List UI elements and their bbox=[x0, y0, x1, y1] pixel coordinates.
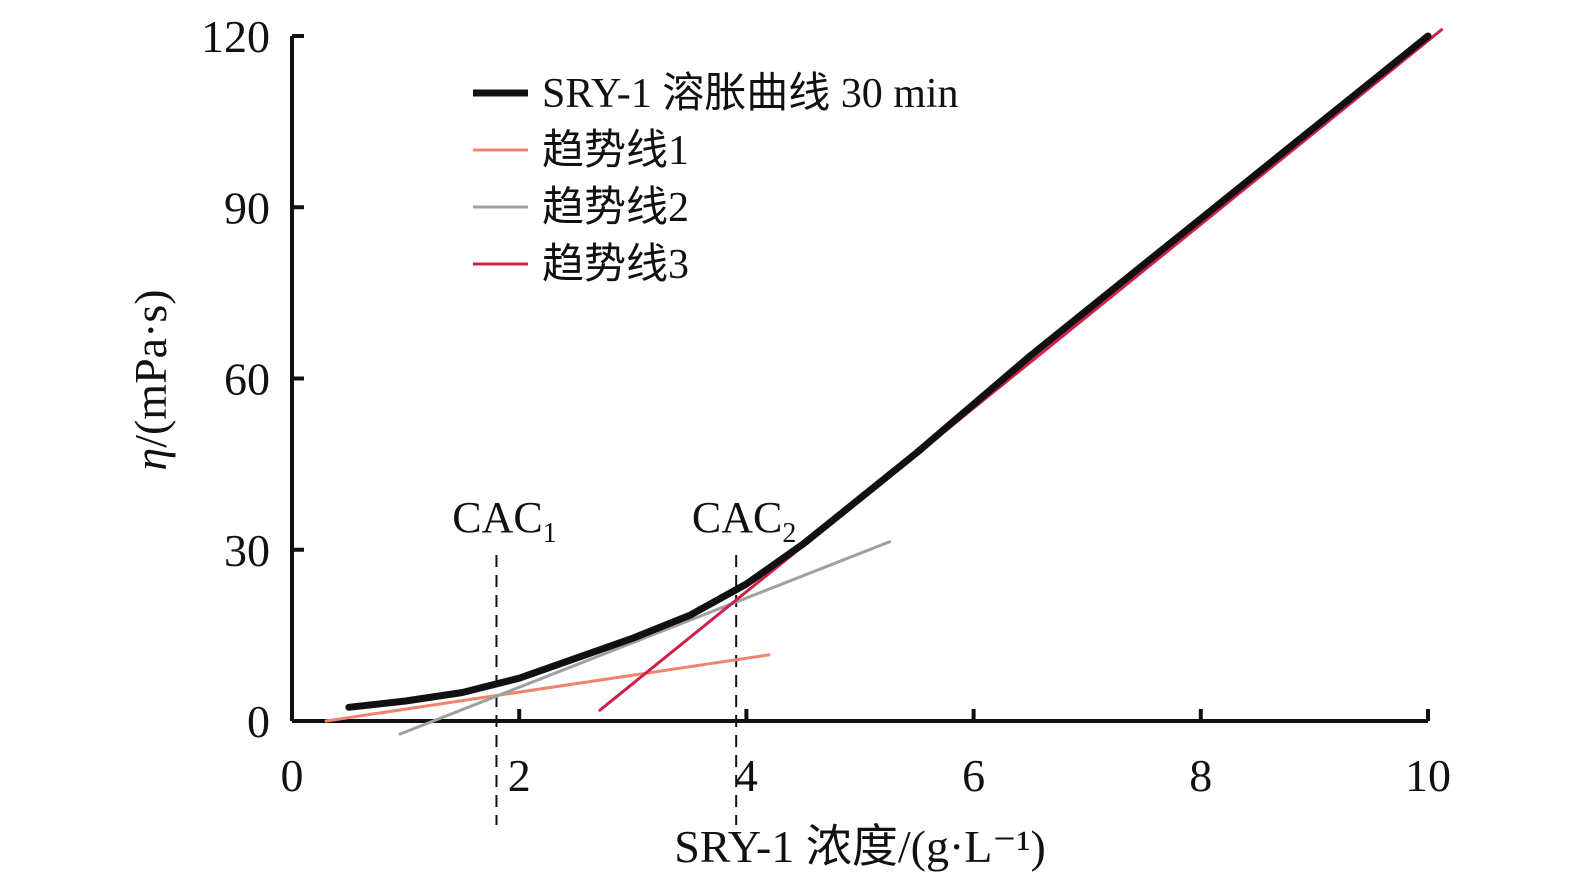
y-tick-label: 30 bbox=[224, 525, 270, 576]
x-tick-label: 4 bbox=[735, 750, 758, 801]
legend-label: 趋势线3 bbox=[542, 242, 689, 288]
y-axis-symbol: η bbox=[125, 448, 176, 471]
trend-line bbox=[324, 653, 771, 723]
y-axis-unit: /(mPa·s) bbox=[125, 289, 176, 447]
x-tick-label: 6 bbox=[962, 750, 985, 801]
trend-line bbox=[398, 540, 891, 736]
x-tick-label: 8 bbox=[1189, 750, 1212, 801]
y-tick-label: 90 bbox=[224, 182, 270, 233]
cac-label: CAC2 bbox=[692, 493, 796, 549]
cac-text: CAC bbox=[692, 493, 782, 542]
x-axis-title: SRY-1 浓度/(g·L⁻¹) bbox=[674, 821, 1046, 872]
y-tick-label: 120 bbox=[201, 11, 270, 62]
legend-label: SRY-1 溶胀曲线 30 min bbox=[542, 70, 959, 117]
y-tick-label: 0 bbox=[247, 696, 270, 747]
y-tick-label: 60 bbox=[224, 354, 270, 405]
trend-line bbox=[598, 28, 1444, 712]
cac-label: CAC1 bbox=[452, 493, 556, 549]
legend-label: 趋势线1 bbox=[542, 128, 689, 174]
cac-sub: 2 bbox=[782, 518, 796, 549]
x-tick-label: 2 bbox=[508, 750, 531, 801]
legend-label: 趋势线2 bbox=[542, 185, 689, 231]
x-tick-label: 10 bbox=[1405, 750, 1451, 801]
y-axis-title: η/(mPa·s) bbox=[125, 289, 176, 470]
data-line bbox=[345, 32, 1432, 711]
cac-text: CAC bbox=[452, 493, 542, 542]
x-tick-label: 0 bbox=[281, 750, 304, 801]
cac-sub: 1 bbox=[543, 518, 557, 549]
